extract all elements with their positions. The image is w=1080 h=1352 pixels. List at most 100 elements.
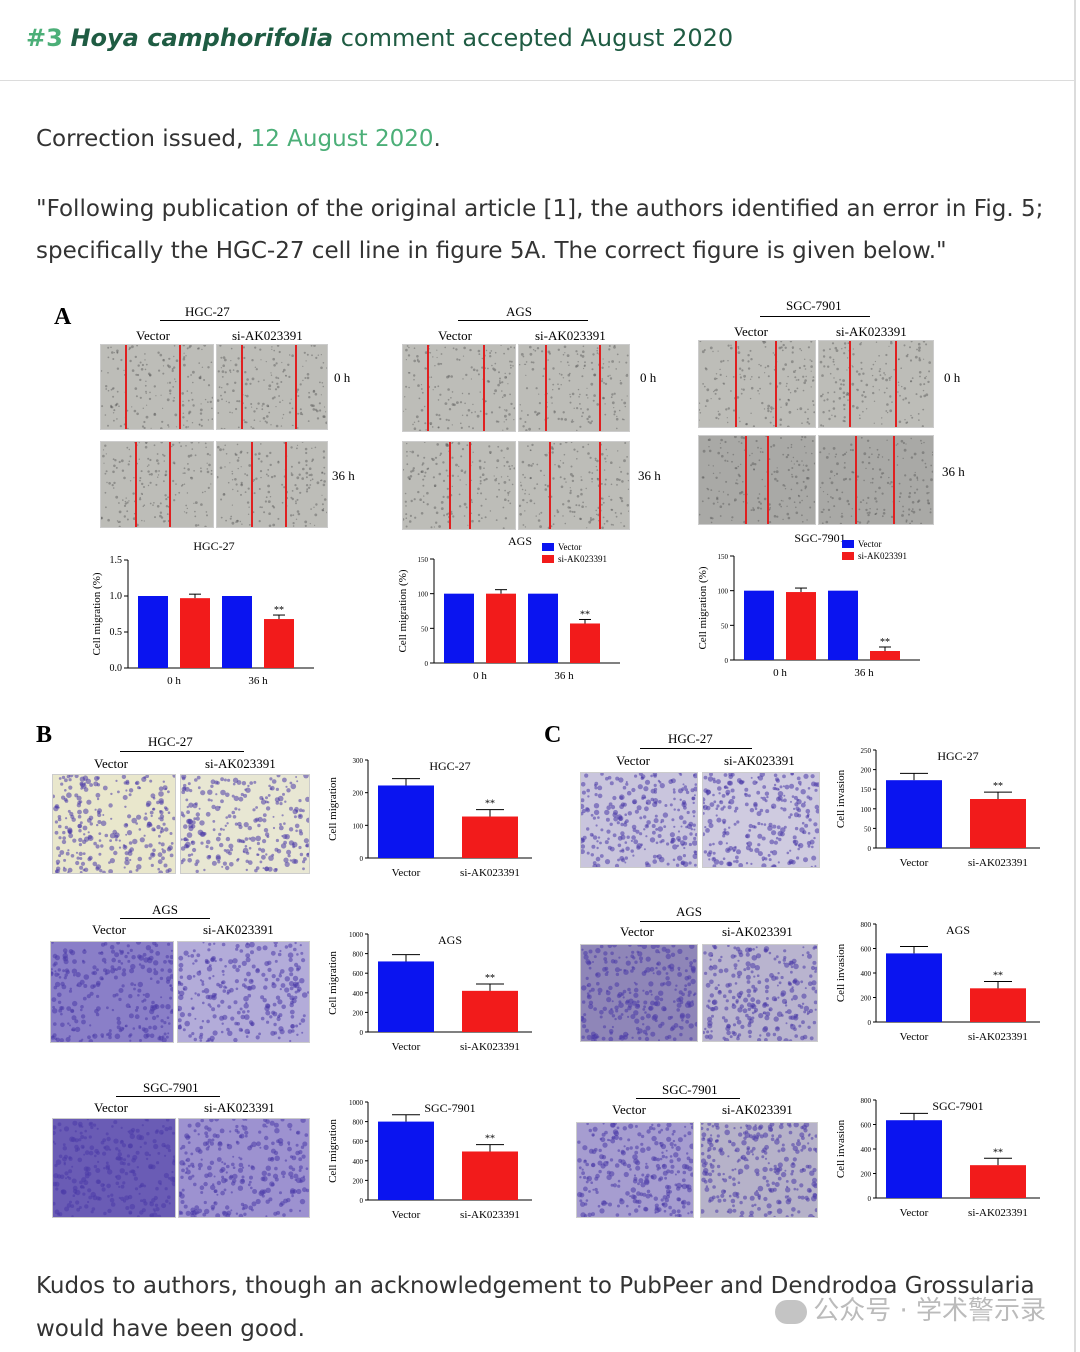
texture-dot (126, 944, 130, 948)
texture-dot (619, 380, 621, 382)
texture-dot (587, 982, 592, 988)
texture-dot (537, 412, 540, 415)
texture-dot (858, 372, 861, 376)
texture-dot (581, 375, 584, 378)
texture-dot (909, 359, 913, 362)
texture-dot (533, 487, 536, 490)
texture-dot (874, 513, 877, 515)
texture-dot (126, 501, 129, 504)
texture-dot (87, 835, 94, 841)
texture-dot (120, 1139, 124, 1143)
texture-dot (100, 820, 107, 827)
texture-dot (82, 1146, 85, 1149)
texture-dot (538, 402, 541, 405)
texture-dot (446, 427, 450, 430)
texture-dot (241, 1166, 245, 1169)
texture-dot (737, 959, 740, 962)
texture-dot (623, 525, 626, 528)
texture-dot (142, 505, 145, 508)
texture-dot (538, 393, 540, 395)
texture-dot (131, 1158, 136, 1163)
texture-dot (150, 863, 154, 867)
texture-dot (244, 491, 247, 493)
texture-dot (298, 1169, 302, 1172)
texture-dot (757, 519, 760, 522)
texture-dot (238, 965, 241, 968)
texture-dot (237, 821, 242, 827)
texture-dot (708, 823, 714, 829)
texture-dot (231, 810, 236, 815)
texture-dot (776, 515, 779, 518)
species-name[interactable]: Hoya camphorifolia (70, 24, 334, 52)
texture-dot (325, 411, 327, 413)
texture-dot (124, 1195, 130, 1201)
texture-dot (287, 1141, 291, 1145)
texture-dot (490, 411, 494, 414)
texture-dot (290, 473, 294, 477)
texture-dot (735, 855, 739, 860)
texture-dot (312, 390, 316, 393)
texture-dot (316, 481, 320, 485)
corrected-figure-5: A B C HGC-27 Vector si-AK023391 0 h 36 h… (0, 290, 1080, 1250)
texture-dot (82, 775, 89, 781)
texture-dot (904, 397, 907, 400)
texture-dot (689, 961, 693, 965)
texture-dot (301, 413, 304, 416)
texture-dot (524, 476, 526, 479)
texture-dot (478, 459, 482, 463)
texture-dot (737, 351, 741, 354)
texture-dot (797, 813, 802, 818)
texture-dot (668, 1205, 672, 1210)
texture-dot (53, 1130, 56, 1136)
texture-dot (703, 775, 708, 780)
texture-dot (423, 405, 426, 408)
texture-dot (204, 1208, 210, 1215)
texture-dot (617, 1184, 621, 1188)
texture-dot (593, 809, 600, 816)
texture-dot (181, 1168, 185, 1173)
texture-dot (635, 1165, 641, 1171)
texture-dot (306, 991, 309, 994)
texture-dot (250, 984, 256, 990)
texture-dot (403, 518, 405, 521)
texture-dot (581, 798, 585, 803)
texture-dot (706, 1004, 710, 1008)
correction-date-link[interactable]: 12 August 2020 (250, 126, 434, 152)
texture-dot (199, 1185, 205, 1190)
texture-dot (63, 866, 66, 869)
texture-dot (718, 490, 720, 492)
texture-dot (84, 1150, 90, 1155)
texture-dot (113, 850, 118, 856)
texture-dot (211, 418, 213, 420)
texture-dot (916, 476, 919, 479)
texture-dot (571, 474, 575, 478)
texture-dot (269, 451, 272, 455)
texture-dot (305, 471, 309, 475)
texture-dot (284, 1159, 288, 1162)
texture-dot (592, 1034, 598, 1040)
texture-dot (128, 994, 133, 999)
texture-dot (595, 863, 601, 867)
texture-dot (322, 483, 326, 487)
texture-dot (715, 373, 718, 375)
texture-dot (135, 1006, 139, 1010)
texture-dot (617, 858, 620, 862)
image-texture (53, 1119, 175, 1217)
texture-dot (145, 415, 149, 419)
texture-dot (126, 518, 129, 521)
texture-dot (108, 869, 113, 873)
texture-dot (751, 376, 753, 378)
texture-dot (105, 470, 108, 473)
texture-dot (677, 966, 681, 970)
texture-dot (89, 1024, 92, 1027)
texture-dot (573, 421, 575, 423)
texture-dot (405, 517, 408, 519)
comment-number[interactable]: #3 (26, 24, 63, 52)
texture-dot (931, 451, 933, 453)
texture-dot (626, 790, 632, 796)
texture-dot (592, 353, 595, 356)
texture-dot (167, 382, 169, 384)
texture-dot (246, 942, 249, 945)
texture-dot (719, 368, 721, 371)
texture-dot (881, 456, 884, 458)
